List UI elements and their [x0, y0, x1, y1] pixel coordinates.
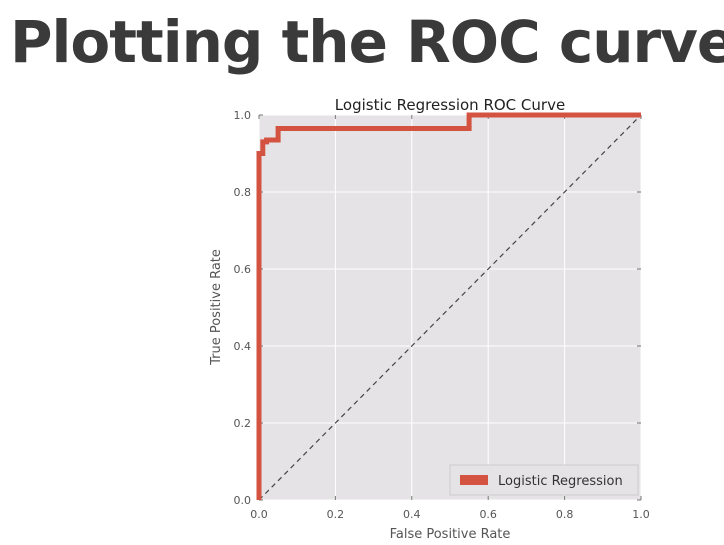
- y-tick-labels: 0.0 0.2 0.4 0.6 0.8 1.0: [234, 109, 252, 507]
- legend-label: Logistic Regression: [498, 474, 623, 489]
- y-axis-label: True Positive Rate: [209, 249, 224, 366]
- x-tick-labels: 0.0 0.2 0.4 0.6 0.8 1.0: [250, 508, 650, 521]
- x-tick-label: 0.6: [479, 508, 497, 521]
- y-tick-label: 1.0: [234, 109, 252, 122]
- slide-title: Plotting the ROC curve: [10, 8, 724, 76]
- reference-diagonal: [258, 114, 642, 501]
- chart-title: Logistic Regression ROC Curve: [335, 96, 565, 114]
- legend-swatch: [460, 475, 488, 485]
- y-tick-label: 0.4: [234, 340, 252, 353]
- roc-curve: [256, 112, 641, 500]
- x-tick-label: 0.8: [556, 508, 574, 521]
- y-tick-label: 0.2: [234, 417, 252, 430]
- x-tick-label: 1.0: [632, 508, 650, 521]
- x-tick-label: 0.2: [327, 508, 345, 521]
- legend: Logistic Regression: [449, 464, 639, 496]
- y-tick-label: 0.8: [234, 186, 252, 199]
- x-tick-label: 0.4: [403, 508, 421, 521]
- x-tick-label: 0.0: [250, 508, 268, 521]
- y-tick-label: 0.0: [234, 494, 252, 507]
- x-axis-label: False Positive Rate: [390, 527, 511, 542]
- y-tick-label: 0.6: [234, 263, 252, 276]
- grid: [258, 114, 642, 501]
